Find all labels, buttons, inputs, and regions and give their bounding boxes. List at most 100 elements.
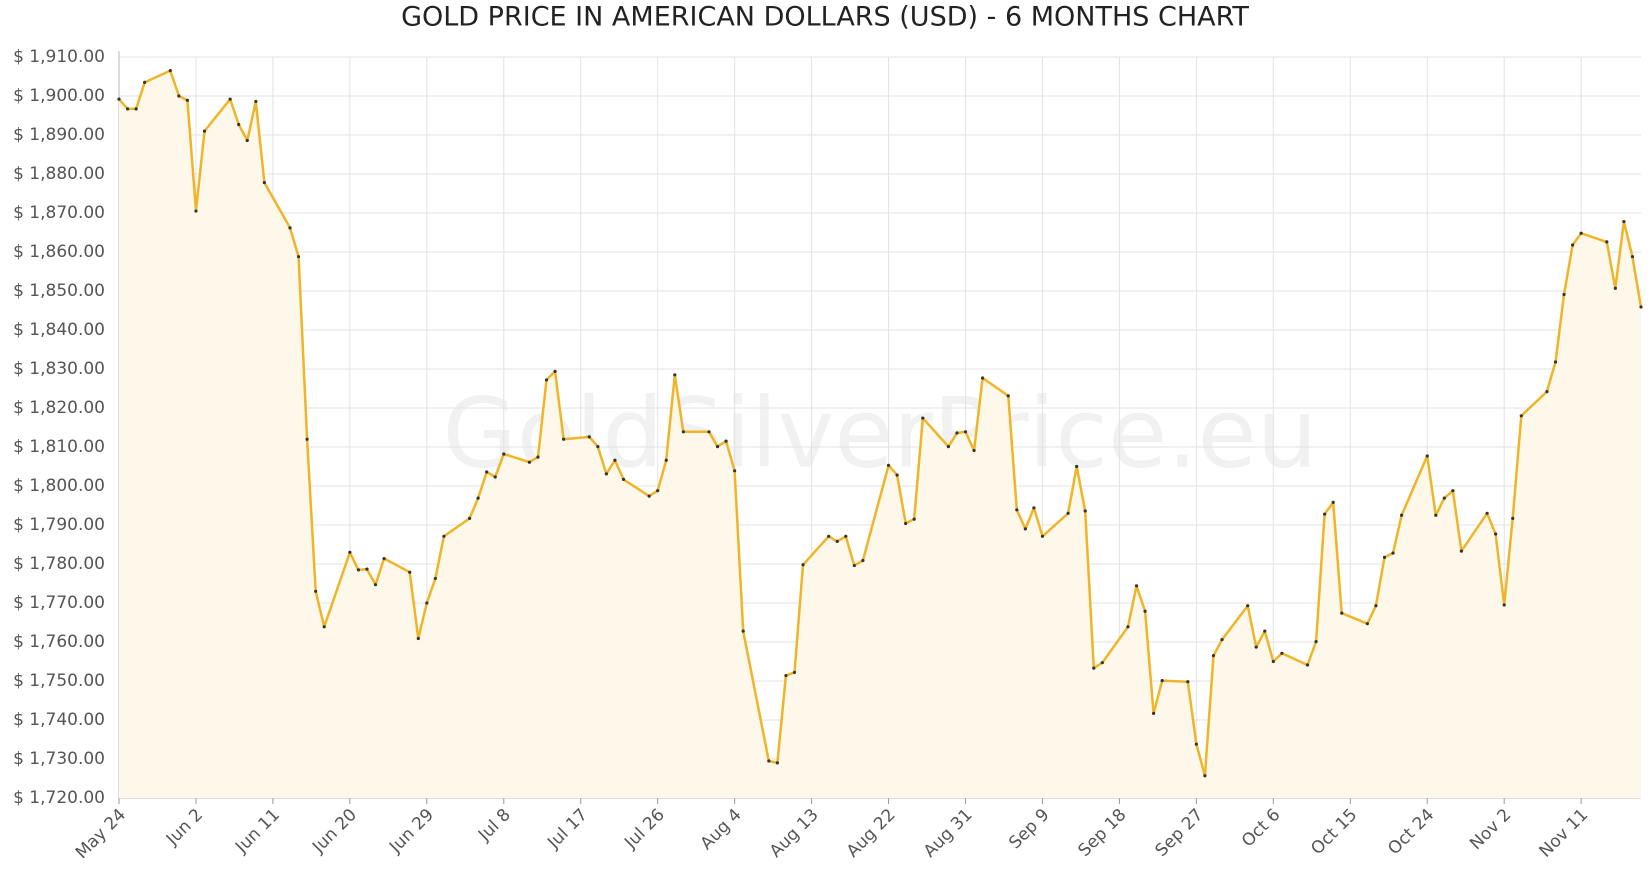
point — [835, 539, 839, 543]
y-tick-label: $ 1,810.00 — [13, 437, 105, 457]
point — [117, 97, 121, 101]
y-tick-label: $ 1,730.00 — [13, 749, 105, 769]
y-tick-label: $ 1,740.00 — [13, 710, 105, 730]
point — [784, 673, 788, 678]
point — [1075, 464, 1079, 469]
point — [1134, 584, 1139, 588]
point — [741, 629, 745, 633]
y-tick-label: $ 1,760.00 — [13, 632, 105, 652]
point — [314, 589, 318, 593]
point — [1194, 742, 1198, 746]
point — [1152, 711, 1156, 715]
point — [1331, 500, 1335, 504]
point — [1494, 532, 1498, 536]
point — [1023, 527, 1027, 531]
point — [1562, 292, 1566, 297]
point — [425, 601, 429, 605]
point — [296, 255, 301, 259]
point — [408, 570, 412, 574]
point — [348, 550, 352, 554]
point — [1040, 534, 1045, 538]
point — [963, 430, 968, 434]
point — [1340, 611, 1344, 615]
point — [553, 369, 557, 373]
point — [254, 99, 258, 104]
point — [1143, 609, 1147, 613]
point — [1220, 638, 1224, 642]
point — [596, 445, 600, 449]
x-tick-label: Jun 20 — [308, 805, 361, 858]
point — [1211, 654, 1216, 658]
x-tick-label: Aug 13 — [766, 805, 823, 862]
x-tick-label: Jun 29 — [385, 805, 438, 858]
point — [382, 556, 386, 561]
x-tick-label: Aug 22 — [843, 805, 900, 862]
point — [1502, 603, 1506, 607]
x-tick-label: Oct 6 — [1238, 805, 1284, 851]
point — [356, 568, 361, 572]
y-tick-label: $ 1,870.00 — [13, 203, 105, 223]
point — [373, 583, 378, 587]
point — [1519, 414, 1523, 418]
point — [1382, 555, 1387, 559]
point — [621, 477, 626, 481]
point — [1570, 243, 1575, 247]
point — [1374, 604, 1378, 608]
point — [1092, 666, 1096, 670]
x-tick-label: Jun 11 — [231, 805, 284, 858]
point — [1254, 645, 1258, 649]
y-tick-label: $ 1,860.00 — [13, 242, 105, 262]
point — [1203, 774, 1207, 778]
point — [1015, 508, 1019, 512]
point — [1263, 629, 1267, 633]
point — [1459, 549, 1464, 553]
point — [707, 430, 711, 434]
y-tick-label: $ 1,720.00 — [13, 788, 105, 808]
x-tick-label: Sep 9 — [1005, 805, 1053, 853]
y-tick-label: $ 1,780.00 — [13, 554, 105, 574]
point — [1186, 680, 1190, 684]
point — [1630, 255, 1635, 259]
point — [1485, 511, 1489, 515]
x-tick-label: Jul 26 — [620, 805, 668, 853]
y-tick-label: $ 1,750.00 — [13, 671, 105, 691]
point — [237, 122, 241, 127]
point — [1434, 513, 1438, 517]
y-tick-label: $ 1,900.00 — [13, 86, 105, 106]
y-tick-label: $ 1,790.00 — [13, 515, 105, 535]
x-tick-label: Sep 18 — [1075, 805, 1131, 861]
point — [1613, 286, 1617, 290]
point — [177, 94, 181, 98]
point — [1391, 551, 1395, 555]
point — [1553, 360, 1558, 364]
x-tick-label: May 24 — [72, 805, 130, 863]
point — [921, 416, 925, 420]
y-tick-label: $ 1,910.00 — [13, 47, 105, 67]
point — [801, 563, 805, 567]
point — [536, 455, 540, 459]
point — [613, 458, 617, 462]
point — [1323, 512, 1327, 516]
point — [1032, 506, 1036, 510]
point — [1605, 240, 1609, 244]
point — [912, 517, 916, 521]
area — [119, 70, 1641, 799]
point — [673, 373, 677, 377]
x-tick-label: Aug 4 — [697, 805, 746, 854]
chart-title: GOLD PRICE IN AMERICAN DOLLARS (USD) - 6… — [401, 2, 1249, 33]
point — [733, 469, 737, 473]
point — [1246, 604, 1250, 608]
x-tick-label: Oct 24 — [1384, 805, 1438, 859]
point — [1579, 231, 1583, 235]
point — [502, 452, 506, 456]
point — [168, 69, 172, 73]
point — [416, 636, 420, 641]
y-tick-label: $ 1,830.00 — [13, 359, 105, 379]
point — [827, 534, 831, 538]
point — [1365, 622, 1369, 626]
point — [1280, 651, 1284, 655]
point — [724, 439, 728, 443]
point — [125, 107, 130, 111]
point — [664, 458, 668, 462]
point — [904, 521, 908, 526]
